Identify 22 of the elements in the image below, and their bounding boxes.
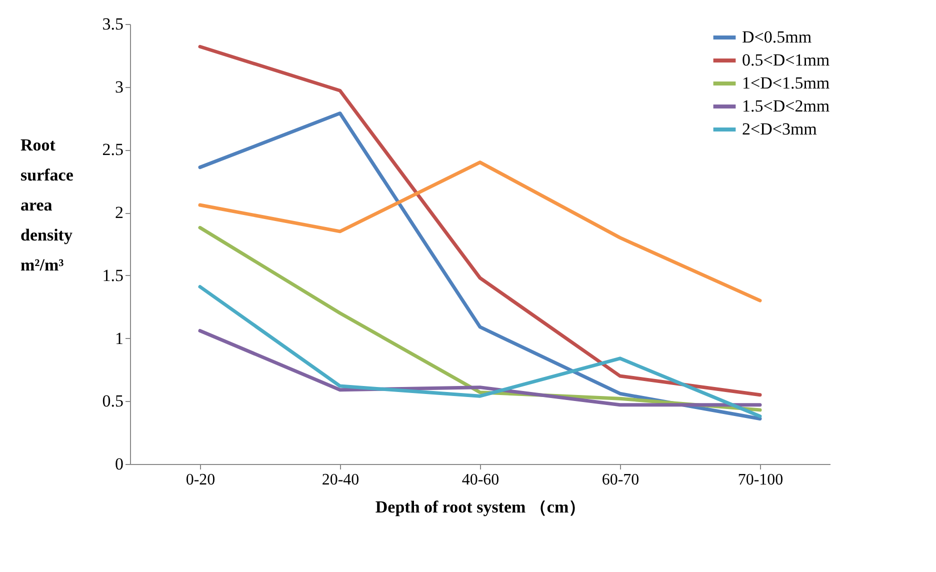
x-axis-title: Depth of root system （cm） — [375, 498, 586, 516]
legend-label: 1<D<1.5mm — [742, 74, 830, 92]
legend-label: 2<D<3mm — [742, 120, 817, 138]
y-tick-label: 1.5 — [102, 266, 124, 285]
y-tick-label: 1 — [115, 328, 124, 348]
y-axis-title: Root surface area density m²/m³ — [20, 136, 74, 274]
x-tick-label: 0-20 — [186, 472, 216, 488]
line-series — [198, 284, 762, 418]
legend-label: 0.5<D<1mm — [742, 50, 830, 70]
x-tick-label: 70-100 — [738, 472, 784, 488]
y-tick-label: 0.5 — [102, 392, 124, 411]
line-series — [198, 160, 762, 302]
legend-label: D<0.5mm — [742, 28, 812, 46]
x-tick-label: 60-70 — [602, 472, 640, 488]
y-tick-label: 0 — [115, 454, 124, 474]
x-tick-label: 40-60 — [462, 472, 500, 488]
y-tick-label: 3.5 — [102, 14, 124, 34]
y-tick-label: 2.5 — [102, 140, 124, 160]
y-tick-label: 3 — [115, 77, 124, 96]
y-tick-label: 2 — [115, 203, 124, 222]
x-tick-label: 20-40 — [322, 472, 360, 488]
legend-label: 1.5<D<2mm — [742, 96, 830, 116]
